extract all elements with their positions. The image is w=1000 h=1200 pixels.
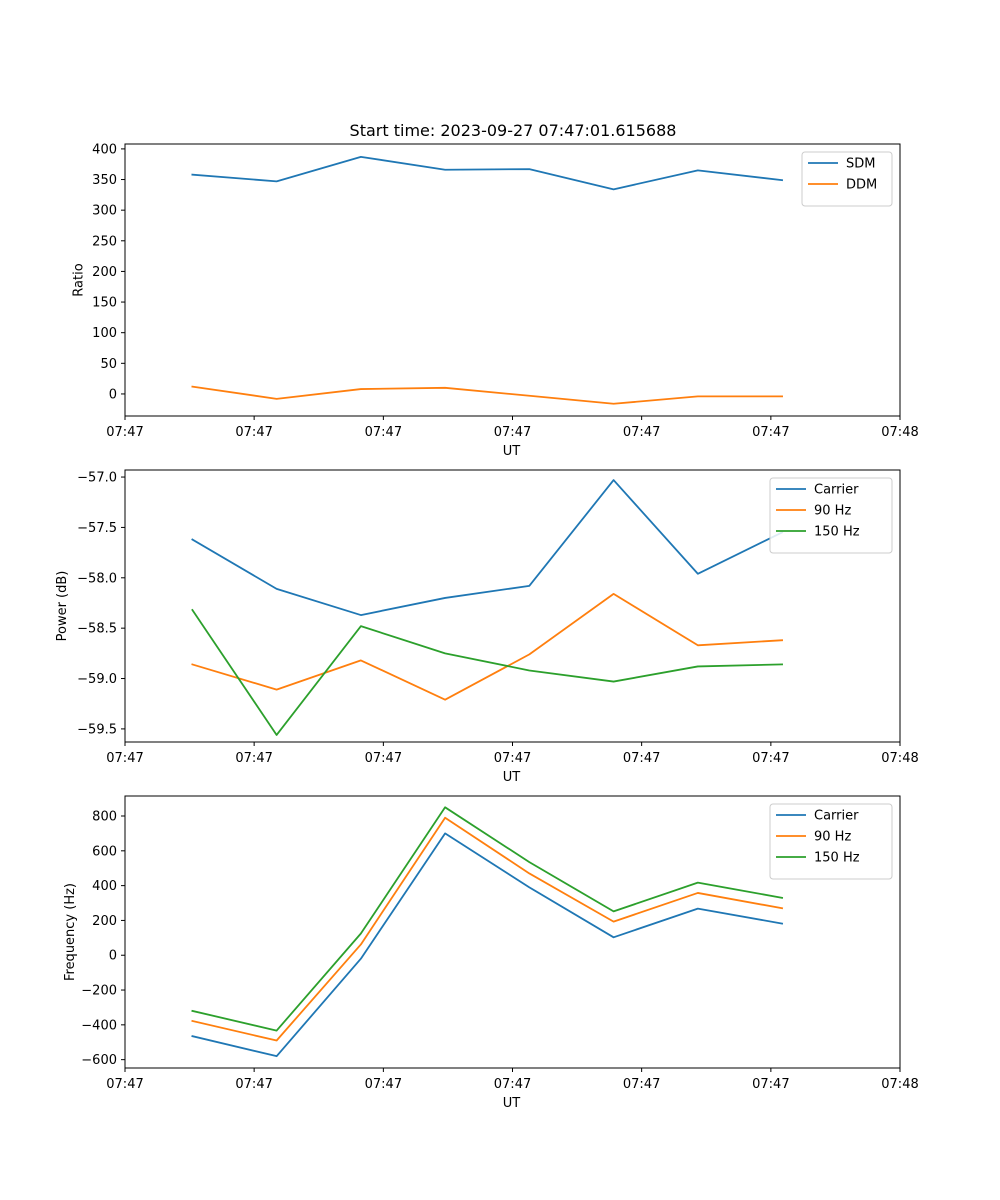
chart-3-y-tick-label: 400	[92, 879, 117, 894]
chart-1-y-axis-label: Ratio	[71, 263, 86, 296]
chart-3-x-tick-label: 07:47	[235, 1077, 272, 1092]
chart-3-y-tick-label: 200	[92, 914, 117, 929]
chart-1-series	[191, 155, 784, 405]
chart-1-x-tick-label: 07:47	[235, 425, 272, 440]
chart-2-x-tick-label: 07:48	[881, 751, 918, 766]
figure-title: Start time: 2023-09-27 07:47:01.615688	[350, 121, 677, 140]
chart-2-y-tick-label: −58.5	[77, 622, 117, 637]
chart-3-legend: Carrier 90 Hz 150 Hz	[769, 803, 893, 880]
chart-2-legend-box	[769, 477, 893, 554]
chart-1-x-axis-label: UT	[503, 444, 521, 459]
chart-2-x-tick-label: 07:47	[494, 751, 531, 766]
chart-1-legend-box	[801, 151, 893, 207]
chart-2-line-150-hz	[191, 608, 783, 736]
chart-3-y-tick-label: −400	[81, 1018, 117, 1033]
chart-2-x-tick-label: 07:47	[235, 751, 272, 766]
chart-2-x-tick-label: 07:47	[752, 751, 789, 766]
chart-2-line-carrier	[191, 479, 784, 616]
chart-3-y-tick-label: 800	[92, 810, 117, 825]
chart-1-line-ddm	[191, 385, 783, 405]
chart-3-x-axis-label: UT	[503, 1096, 521, 1111]
chart-1-y-tick-label: 100	[92, 326, 117, 341]
chart-3-legend-label-150-hz: 150 Hz	[814, 851, 860, 866]
chart-2-y-tick-label: −57.0	[77, 471, 117, 486]
chart-3-y-tick-label: 0	[109, 949, 117, 964]
chart-3-x-tick-label: 07:47	[623, 1077, 660, 1092]
chart-1-legend-label-sdm: SDM	[846, 157, 875, 172]
chart-1-y-tick-label: 200	[92, 265, 117, 280]
chart-3-y-tick-label: −600	[81, 1053, 117, 1068]
chart-2-x-tick-label: 07:47	[623, 751, 660, 766]
chart-1-legend: SDM DDM	[801, 151, 893, 207]
chart-3-y-axis-label: Frequency (Hz)	[63, 883, 78, 981]
chart-3-x-tick-label: 07:47	[106, 1077, 143, 1092]
chart-2-legend-label-90-hz: 90 Hz	[814, 504, 851, 519]
chart-3-line-90-hz	[191, 816, 784, 1042]
chart-3: 07:47 07:47 07:47 07:47 07:47 07:47 07:48 −600 −…	[63, 795, 919, 1111]
chart-1-x-tick-label: 07:48	[881, 425, 918, 440]
chart-1-x-tick-label: 07:47	[494, 425, 531, 440]
chart-2-legend-label-carrier: Carrier	[814, 483, 859, 498]
chart-3-x-tick-label: 07:47	[365, 1077, 402, 1092]
chart-3-x-tick-label: 07:47	[494, 1077, 531, 1092]
chart-2-y-tick-label: −57.5	[77, 521, 117, 536]
chart-3-y-tick-label: 600	[92, 844, 117, 859]
chart-1-y-tick-label: 50	[100, 357, 117, 372]
chart-2-line-90-hz	[191, 593, 784, 701]
chart-1-y-tick-label: 300	[92, 204, 117, 219]
chart-1-y-tick-label: 400	[92, 142, 117, 157]
chart-1-x-tick-label: 07:47	[365, 425, 402, 440]
chart-2-x-axis-label: UT	[503, 770, 521, 785]
chart-3-legend-label-90-hz: 90 Hz	[814, 830, 851, 845]
chart-2-y-tick-label: −58.0	[77, 571, 117, 586]
chart-1-legend-label-ddm: DDM	[846, 178, 877, 193]
chart-3-x-tick-label: 07:47	[752, 1077, 789, 1092]
chart-1-x-tick-label: 07:47	[752, 425, 789, 440]
chart-2-y-tick-label: −59.0	[77, 672, 117, 687]
chart-3-y-tick-label: −200	[81, 984, 117, 999]
chart-2-x-tick-label: 07:47	[365, 751, 402, 766]
chart-1-y-tick-label: 150	[92, 296, 117, 311]
chart-1: 07:47 07:47 07:47 07:47 07:47 07:47 07:48 0 50 10…	[71, 142, 918, 459]
chart-1-y-tick-label: 0	[109, 387, 117, 402]
chart-2-series	[191, 479, 784, 736]
chart-1-y-tick-label: 250	[92, 234, 117, 249]
chart-3-legend-label-carrier: Carrier	[814, 809, 859, 824]
chart-1-x-tick-label: 07:47	[623, 425, 660, 440]
chart-3-line-carrier	[191, 832, 784, 1058]
chart-2-y-axis-label: Power (dB)	[55, 571, 70, 642]
chart-2-y-tick-label: −59.5	[77, 722, 117, 737]
chart-3-series	[191, 806, 784, 1058]
chart-2: 07:47 07:47 07:47 07:47 07:47 07:47 07:48 −59.5…	[55, 469, 919, 785]
chart-panels: 07:47 07:47 07:47 07:47 07:47 07:47 07:48 0 50 10…	[55, 142, 919, 1111]
chart-3-x-tick-label: 07:48	[881, 1077, 918, 1092]
chart-3-legend-box	[769, 803, 893, 880]
chart-3-line-150-hz	[191, 806, 784, 1032]
chart-1-x-tick-label: 07:47	[106, 425, 143, 440]
chart-2-legend: Carrier 90 Hz 150 Hz	[769, 477, 893, 554]
chart-1-line-sdm	[191, 155, 784, 191]
chart-2-x-tick-label: 07:47	[106, 751, 143, 766]
chart-2-legend-label-150-hz: 150 Hz	[814, 525, 860, 540]
chart-1-y-tick-label: 350	[92, 173, 117, 188]
